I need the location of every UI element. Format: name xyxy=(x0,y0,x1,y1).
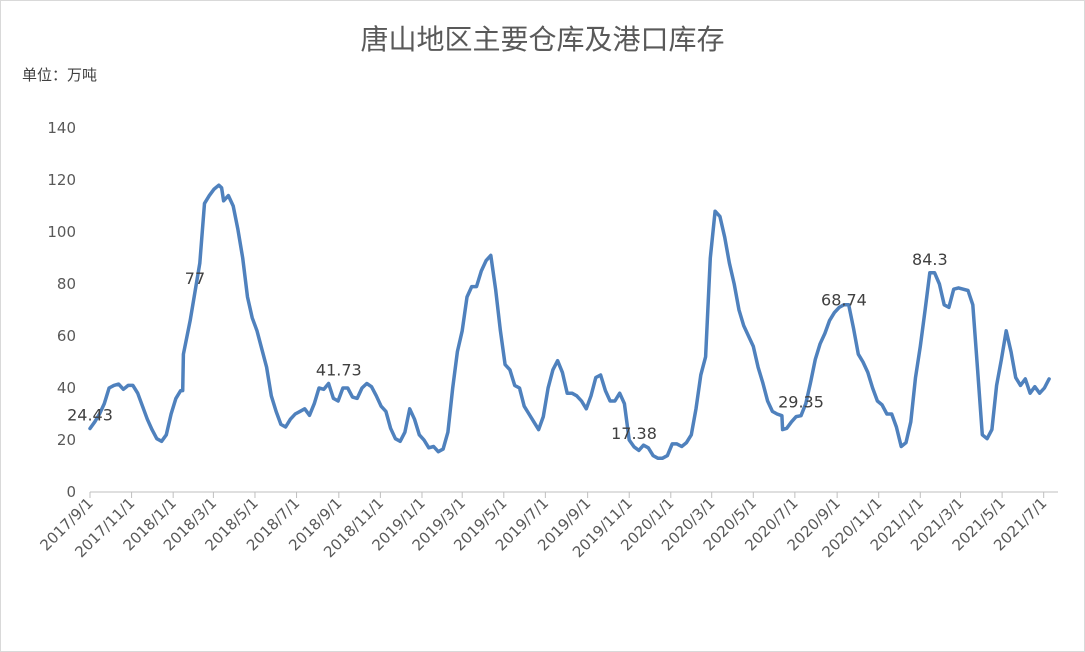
series-group xyxy=(88,183,1051,460)
x-axis: 2017/9/12017/11/12018/1/12018/3/12018/5/… xyxy=(36,491,1058,561)
y-tick-label: 140 xyxy=(47,119,76,137)
unit-label: 单位：万吨 xyxy=(22,66,98,84)
data-label: 68.74 xyxy=(821,290,867,309)
data-label: 84.3 xyxy=(912,250,948,269)
chart-title: 唐山地区主要仓库及港口库存 xyxy=(360,23,725,56)
data-label: 77 xyxy=(185,269,205,288)
data-label: 17.38 xyxy=(611,424,657,443)
y-tick-label: 120 xyxy=(47,171,76,189)
data-label: 29.35 xyxy=(778,393,824,412)
y-tick-label: 80 xyxy=(57,275,76,293)
data-labels: 24.43 77 41.73 17.38 29.35 68.74 84.3 xyxy=(67,250,948,443)
y-tick-label: 100 xyxy=(47,223,76,241)
y-tick-label: 0 xyxy=(66,483,76,501)
y-axis: 0 20 40 60 80 100 120 140 xyxy=(47,119,76,501)
series-line-0 xyxy=(88,183,1051,460)
y-tick-label: 60 xyxy=(57,327,76,345)
y-tick-label: 40 xyxy=(57,379,76,397)
data-label: 24.43 xyxy=(67,405,113,424)
data-label: 41.73 xyxy=(316,361,362,380)
y-tick-label: 20 xyxy=(57,431,76,449)
